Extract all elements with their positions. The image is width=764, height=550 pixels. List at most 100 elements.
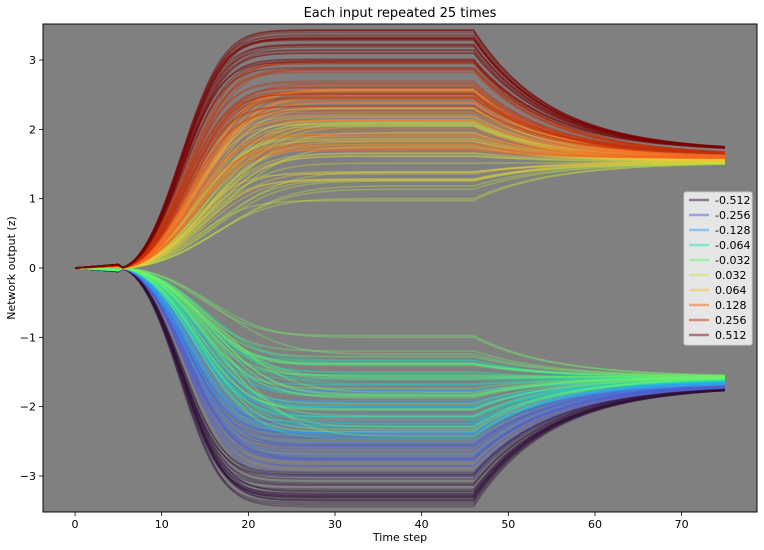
legend-item: 0.032	[689, 269, 747, 282]
series-line	[75, 267, 725, 492]
series-line	[75, 267, 725, 427]
series-line	[75, 267, 725, 405]
series-line	[75, 71, 725, 269]
legend-item: -0.512	[689, 194, 750, 207]
series-line	[75, 267, 725, 428]
series-layer	[75, 29, 725, 508]
series-line	[75, 267, 725, 390]
series-line	[75, 267, 725, 433]
series-line	[75, 267, 725, 453]
series-line	[75, 267, 725, 385]
series-line	[75, 267, 725, 480]
series-line	[75, 267, 725, 419]
series-line	[75, 124, 725, 269]
y-tick-label: −3	[20, 470, 36, 483]
series-line	[75, 96, 725, 269]
series-line	[75, 134, 725, 269]
series-line	[75, 93, 725, 269]
series-line	[75, 59, 725, 269]
series-line	[75, 119, 725, 269]
series-line	[75, 153, 725, 269]
series-line	[75, 267, 725, 386]
series-line	[75, 267, 725, 496]
series-line	[75, 29, 725, 269]
series-line	[75, 267, 725, 399]
series-line	[75, 67, 725, 269]
series-line	[75, 61, 725, 269]
series-line	[75, 267, 725, 435]
series-line	[75, 267, 725, 506]
series-line	[75, 133, 725, 269]
series-line	[75, 29, 725, 269]
series-line	[75, 162, 725, 269]
series-line	[75, 267, 725, 493]
series-line	[75, 101, 725, 269]
series-line	[75, 95, 725, 269]
legend: -0.512 -0.256 -0.128 -0.064 -0.032 0.032 0.064…	[683, 191, 753, 346]
series-line	[75, 69, 725, 269]
series-line	[75, 37, 725, 269]
series-line	[75, 68, 725, 269]
series-line	[75, 267, 725, 457]
series-line	[75, 267, 725, 502]
axes-layer: 0 10 20 30 40 50 60 70 −3 −2 −1 0 1 2 3	[20, 54, 689, 531]
series-line	[75, 267, 725, 497]
series-line	[75, 267, 725, 508]
series-line	[75, 267, 725, 418]
series-line	[75, 267, 725, 425]
series-line	[75, 267, 725, 447]
series-line	[75, 44, 725, 269]
legend-item: -0.128	[689, 224, 750, 237]
series-line	[75, 267, 725, 404]
series-line	[75, 96, 725, 269]
series-line	[75, 267, 725, 380]
series--0.512	[75, 267, 725, 508]
series-line	[75, 267, 725, 380]
series-line	[75, 267, 725, 487]
legend-label: -0.256	[715, 209, 750, 222]
series-0.512	[75, 29, 725, 269]
series-line	[75, 267, 725, 410]
series-line	[75, 155, 725, 269]
series-line	[75, 124, 725, 269]
series-line	[75, 143, 725, 269]
legend-label: -0.032	[715, 254, 750, 267]
series-line	[75, 37, 725, 269]
series-line	[75, 139, 725, 269]
series-line	[75, 97, 725, 269]
series-line	[75, 267, 725, 433]
series-line	[75, 49, 725, 269]
series-line	[75, 137, 725, 269]
plot-background	[42, 23, 758, 513]
series-line	[75, 51, 725, 269]
y-tick-label: 2	[29, 123, 36, 136]
series-line	[75, 267, 725, 435]
series-line	[75, 82, 725, 269]
series-line	[75, 132, 725, 269]
series-line	[75, 267, 725, 434]
series-line	[75, 33, 725, 269]
series-line	[75, 138, 725, 269]
series-line	[75, 108, 725, 269]
series-line	[75, 267, 725, 379]
series-line	[75, 118, 725, 269]
series-line	[75, 163, 725, 269]
series-line	[75, 267, 725, 411]
legend-item: 0.256	[689, 314, 747, 327]
series-line	[75, 267, 725, 499]
series-line	[75, 143, 725, 269]
series-line	[75, 43, 725, 269]
series-line	[75, 38, 725, 269]
series-line	[75, 267, 725, 498]
series-line	[75, 148, 725, 269]
series-line	[75, 267, 725, 504]
series-line	[75, 267, 725, 486]
series-line	[75, 267, 725, 402]
series-line	[75, 89, 725, 269]
series-line	[75, 83, 725, 269]
series-line	[75, 267, 725, 440]
series-line	[75, 267, 725, 460]
x-tick-label: 20	[241, 518, 255, 531]
series-line	[75, 116, 725, 269]
series-line	[75, 100, 725, 269]
